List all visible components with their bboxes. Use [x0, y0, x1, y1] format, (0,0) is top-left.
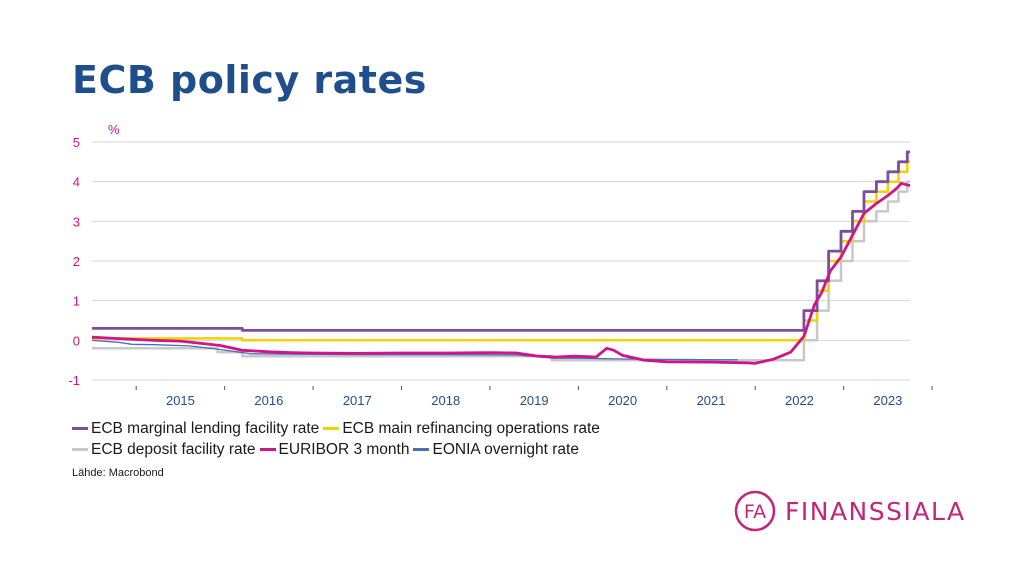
logo-mark: FA — [744, 501, 766, 523]
x-tick-label: 2015 — [166, 393, 195, 408]
y-tick-label: 3 — [73, 214, 80, 229]
source-note: Lähde: Macrobond — [72, 467, 164, 479]
x-tick-label: 2021 — [697, 393, 726, 408]
legend-item: ECB marginal lending facility rate — [72, 420, 319, 438]
x-tick-label: 2018 — [431, 393, 460, 408]
x-tick-label: 2019 — [520, 393, 549, 408]
legend-label: ECB deposit facility rate — [91, 440, 256, 458]
legend-row: ECB deposit facility rate EURIBOR 3 month… — [72, 439, 604, 460]
finanssiala-logo: FA FINANSSIALA — [734, 490, 966, 532]
legend: ECB marginal lending facility rate ECB ma… — [72, 418, 604, 460]
legend-label: EONIA overnight rate — [432, 440, 579, 458]
x-axis: 2015 2016 2017 2018 2019 2020 2021 2022 2023 — [135, 386, 933, 408]
legend-label: EURIBOR 3 month — [278, 440, 410, 458]
legend-label: ECB main refinancing operations rate — [342, 419, 600, 437]
fa-logo-icon: FA — [734, 490, 776, 532]
legend-swatch — [72, 448, 88, 451]
x-tick-label: 2016 — [254, 393, 283, 408]
y-tick-label: 2 — [73, 254, 80, 269]
y-tick-label: 5 — [73, 135, 80, 150]
x-tick-label: 2023 — [873, 393, 902, 408]
page-title: ECB policy rates — [72, 58, 427, 102]
legend-swatch — [413, 448, 430, 451]
y-tick-label: 1 — [73, 294, 80, 309]
y-axis-label: % — [108, 122, 120, 137]
series-line-ecb-marginal-lending-facility-rate — [92, 150, 910, 332]
y-tick-label: 0 — [73, 333, 80, 348]
y-tick-label: 4 — [73, 175, 80, 190]
y-axis: -1 0 1 2 3 4 5 — [68, 135, 80, 388]
series-line-ecb-deposit-facility-rate — [92, 180, 910, 362]
x-tick-label: 2022 — [785, 393, 814, 408]
legend-item: ECB deposit facility rate — [72, 441, 256, 459]
legend-item: EONIA overnight rate — [413, 440, 579, 459]
x-tick-label: 2020 — [608, 393, 637, 408]
legend-swatch — [323, 427, 340, 430]
legend-label: ECB marginal lending facility rate — [91, 419, 320, 437]
legend-item: ECB main refinancing operations rate — [323, 420, 600, 438]
legend-row: ECB marginal lending facility rate ECB ma… — [72, 418, 604, 439]
y-tick-label: -1 — [68, 373, 80, 388]
logo-text: FINANSSIALA — [785, 496, 966, 526]
legend-swatch — [72, 427, 88, 430]
legend-swatch — [259, 448, 276, 451]
x-tick-label: 2017 — [343, 393, 372, 408]
legend-item: EURIBOR 3 month — [259, 440, 410, 459]
series-lines — [91, 150, 911, 365]
series-line-ecb-main-refinancing-operations-rate — [92, 160, 910, 342]
series-line-euribor-3-month — [91, 181, 911, 365]
